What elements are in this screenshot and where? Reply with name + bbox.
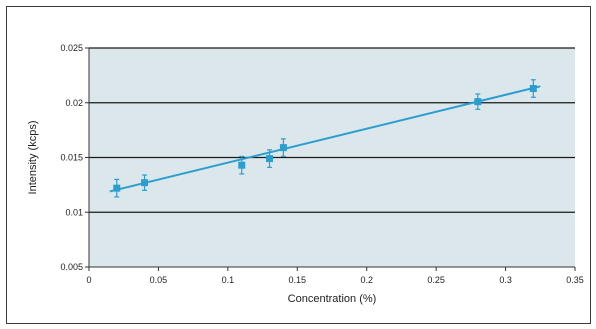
data-point bbox=[266, 155, 274, 163]
data-point bbox=[474, 98, 482, 106]
x-tick-label: 0.05 bbox=[150, 275, 168, 285]
x-tick-label: 0.2 bbox=[360, 275, 373, 285]
x-tick-label: 0.25 bbox=[427, 275, 445, 285]
x-tick-labels: 0 0.05 0.1 0.15 0.2 0.25 0.3 0.35 bbox=[86, 275, 583, 285]
y-tick-label: 0.015 bbox=[60, 153, 83, 163]
y-tick-label: 0.01 bbox=[65, 207, 83, 217]
data-point bbox=[141, 179, 149, 187]
y-axis-label: Intensity (kcps) bbox=[27, 121, 39, 195]
fit-line-group bbox=[109, 85, 541, 193]
x-tick-label: 0.35 bbox=[566, 275, 584, 285]
gridlines bbox=[89, 47, 575, 213]
x-tick-label: 0 bbox=[86, 275, 91, 285]
axes bbox=[85, 47, 576, 271]
fit-line bbox=[109, 85, 541, 193]
x-tick-label: 0.3 bbox=[499, 275, 512, 285]
x-axis-label: Concentration (%) bbox=[288, 293, 377, 305]
y-tick-label: 0.005 bbox=[60, 262, 83, 272]
data-points bbox=[113, 79, 537, 198]
x-tick-label: 0.1 bbox=[222, 275, 235, 285]
data-point bbox=[238, 161, 246, 169]
data-point bbox=[113, 184, 121, 192]
y-tick-label: 0.02 bbox=[65, 98, 83, 108]
data-point bbox=[279, 144, 287, 152]
data-point bbox=[529, 85, 537, 93]
y-tick-labels: 0.005 0.01 0.015 0.02 0.025 bbox=[60, 43, 83, 272]
x-tick-label: 0.15 bbox=[289, 275, 307, 285]
y-tick-label: 0.025 bbox=[60, 43, 83, 53]
